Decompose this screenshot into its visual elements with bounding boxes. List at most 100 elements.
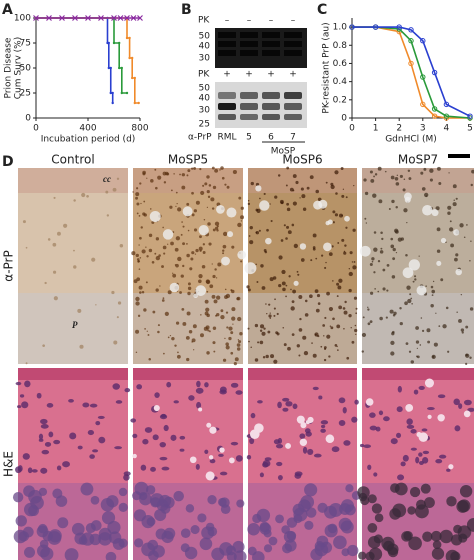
stain — [231, 245, 235, 249]
stain — [460, 293, 463, 296]
x-tick-label: 4 — [444, 124, 450, 134]
stain — [195, 248, 199, 253]
stain — [395, 182, 400, 186]
nucleus — [179, 435, 186, 440]
micrograph — [18, 168, 128, 365]
vacuole — [427, 414, 432, 419]
nucleus — [264, 457, 272, 461]
nucleus — [226, 551, 237, 560]
stain — [177, 207, 182, 212]
nucleus — [454, 425, 461, 432]
stain — [392, 247, 396, 252]
stain — [149, 208, 152, 210]
nucleus — [422, 450, 430, 455]
nucleus — [310, 548, 323, 560]
tissue — [18, 168, 128, 364]
nucleus — [41, 449, 50, 455]
stain — [63, 223, 68, 228]
nucleus — [320, 428, 326, 433]
x-tick-label: 1 — [373, 124, 379, 134]
nucleus — [195, 387, 204, 394]
nucleus — [95, 421, 101, 426]
band — [240, 41, 258, 47]
nucleus — [345, 484, 354, 493]
stain — [411, 303, 413, 305]
stain — [436, 249, 441, 253]
stain — [435, 312, 437, 314]
stain — [216, 312, 220, 317]
stain — [191, 191, 194, 195]
stain — [292, 174, 297, 178]
y-tick-label: 0.6 — [333, 59, 348, 69]
marker — [408, 60, 414, 67]
stain — [217, 262, 222, 267]
stain — [469, 260, 471, 262]
stain — [431, 354, 436, 359]
stain — [164, 311, 169, 316]
nucleus — [150, 466, 156, 472]
stain — [324, 266, 327, 270]
stain — [302, 207, 307, 211]
stain — [372, 193, 377, 198]
stain — [206, 175, 210, 179]
nucleus — [320, 424, 326, 429]
band — [240, 103, 258, 110]
nucleus — [420, 483, 431, 494]
nucleus — [97, 415, 105, 419]
stain — [465, 325, 469, 329]
stain — [216, 295, 221, 300]
nucleus — [44, 441, 52, 447]
nucleus — [298, 499, 311, 513]
nucleus — [134, 538, 144, 548]
nucleus — [232, 540, 245, 553]
stain — [205, 307, 210, 312]
stain — [377, 290, 380, 293]
stain — [268, 303, 271, 306]
stain — [447, 205, 452, 210]
lane-label: 5 — [246, 133, 252, 143]
band — [240, 92, 258, 99]
nucleus — [166, 381, 172, 388]
marker — [420, 38, 426, 44]
nucleus — [132, 491, 142, 501]
nucleus — [286, 530, 297, 541]
stain — [186, 357, 190, 362]
pk-sign: – — [247, 16, 252, 26]
stain — [355, 312, 358, 315]
stain — [250, 346, 252, 349]
stain — [438, 325, 441, 327]
stain — [317, 302, 321, 305]
stain — [212, 185, 217, 190]
stain — [265, 354, 269, 359]
band — [284, 103, 302, 110]
nucleus — [304, 483, 318, 497]
stain — [343, 310, 348, 315]
stain — [436, 227, 441, 232]
stain — [281, 281, 286, 286]
stain — [330, 184, 335, 190]
vacuole — [300, 422, 307, 429]
stain — [367, 322, 371, 326]
stain — [355, 333, 357, 335]
nucleus — [259, 472, 264, 478]
stain — [415, 326, 419, 330]
nucleus — [282, 543, 293, 554]
stain — [420, 317, 423, 319]
stain — [167, 336, 170, 339]
nucleus — [57, 517, 69, 529]
stain — [140, 226, 143, 229]
nucleus — [357, 486, 370, 499]
stain — [105, 190, 109, 194]
marker — [124, 15, 130, 21]
vacuole — [299, 243, 307, 250]
stain — [369, 320, 373, 324]
nucleus — [112, 383, 120, 390]
stain — [208, 242, 212, 246]
nucleus — [277, 474, 283, 481]
nucleus — [78, 536, 88, 545]
stain — [175, 205, 177, 207]
vacuole — [205, 471, 215, 481]
stain — [175, 321, 180, 325]
stain — [175, 236, 181, 241]
